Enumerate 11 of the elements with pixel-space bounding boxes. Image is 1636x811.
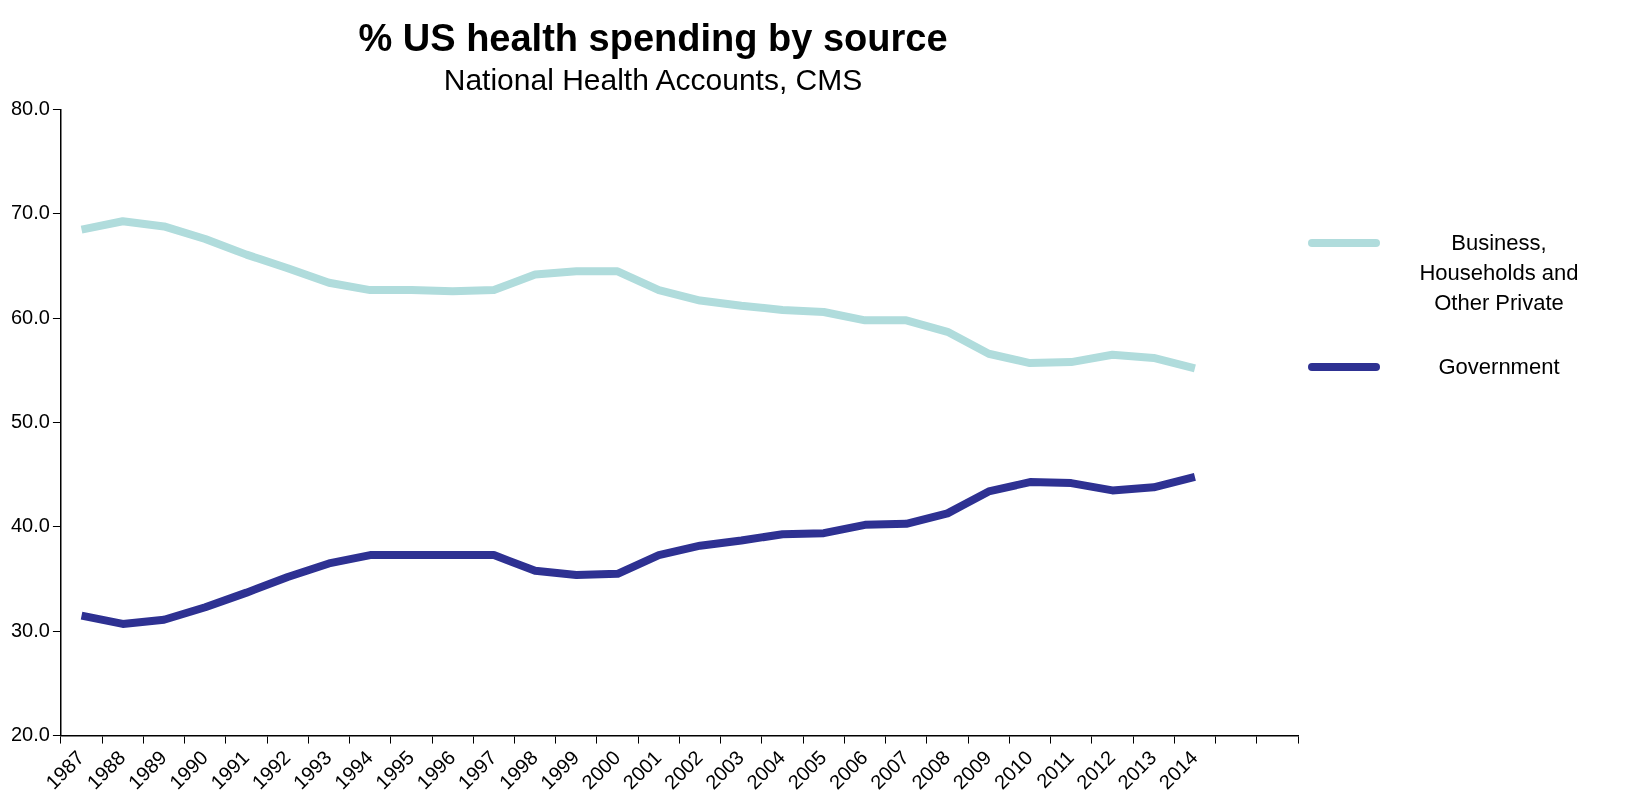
chart-subtitle: National Health Accounts, CMS [443, 62, 863, 96]
text: Business, Households and Other Private [1418, 229, 1580, 317]
y-tick-label: 50.0 [10, 410, 50, 433]
y-tick-label: 70.0 [10, 201, 50, 224]
y-tick-label: 30.0 [10, 618, 50, 641]
text: Government [1437, 353, 1561, 381]
y-tick-label: 20.0 [10, 723, 50, 746]
y-tick-label: 40.0 [10, 514, 50, 537]
chart-title: % US health spending by source [358, 17, 948, 60]
y-tick-label: 60.0 [10, 305, 50, 328]
y-tick-label: 80.0 [10, 97, 50, 120]
